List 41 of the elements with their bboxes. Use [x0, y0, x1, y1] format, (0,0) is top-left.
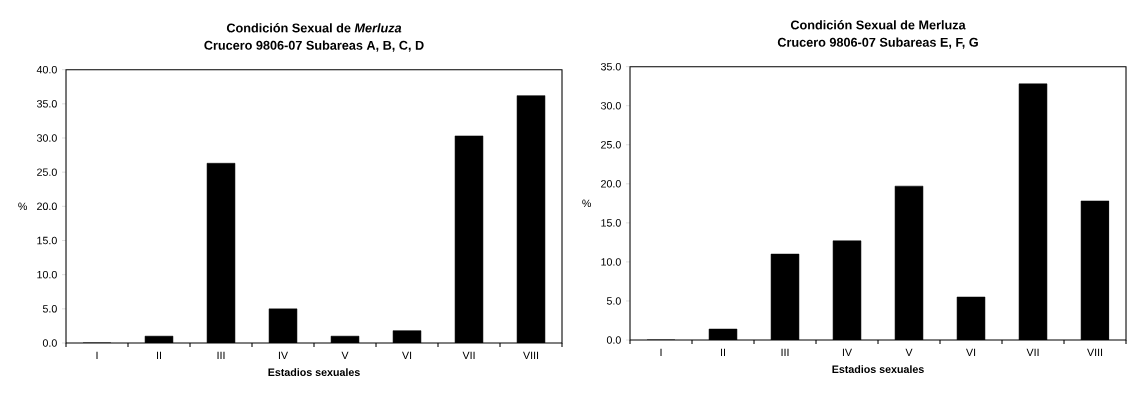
- y-tick-label: 5.0: [42, 305, 57, 313]
- x-tick-label: II: [157, 351, 161, 360]
- x-tick-label: VIII: [1087, 348, 1103, 357]
- x-tick-label: VII: [1026, 348, 1039, 357]
- chart-subtitle: Crucero 9806-07 Subareas E, F, G: [777, 37, 978, 49]
- y-tick-label: 40.0: [36, 65, 57, 74]
- x-tick-label: VI: [402, 351, 412, 360]
- x-tick-label: VIII: [523, 351, 539, 360]
- x-axis-title: Estadios sexuales: [268, 368, 360, 377]
- y-tick-label: 30.0: [600, 101, 621, 110]
- y-tick-label: 15.0: [37, 236, 57, 245]
- x-tick-label: II: [721, 348, 725, 357]
- y-tick-label: 25.0: [601, 140, 621, 149]
- y-tick-label: 15.0: [601, 219, 621, 227]
- x-tick-label: III: [781, 348, 789, 357]
- y-tick-label: 5.0: [606, 297, 621, 305]
- y-tick-label: 35.0: [600, 62, 621, 71]
- y-axis-title: %: [18, 202, 27, 211]
- x-tick-label: VI: [966, 348, 976, 357]
- y-tick-label: 30.0: [36, 134, 57, 142]
- x-tick-label: IV: [842, 348, 852, 357]
- x-tick-label: VII: [462, 351, 475, 360]
- y-tick-label: 0.0: [606, 336, 621, 344]
- y-axis-title: %: [582, 199, 591, 208]
- y-tick-label: 20.0: [37, 202, 57, 211]
- x-tick-label: I: [96, 351, 98, 360]
- x-tick-label: V: [905, 348, 913, 357]
- y-tick-label: 10.0: [37, 270, 57, 279]
- y-tick-label: 10.0: [601, 258, 621, 266]
- y-tick-label: 35.0: [36, 100, 57, 108]
- y-tick-label: 25.0: [37, 168, 57, 176]
- chart-subtitle: Crucero 9806-07 Subareas A, B, C, D: [204, 40, 424, 52]
- chart-title: Condición Sexual de Merluza: [226, 23, 402, 33]
- x-tick-label: IV: [278, 351, 288, 360]
- x-tick-label: I: [660, 348, 662, 357]
- chart-title: Condición Sexual de Merluza: [790, 20, 966, 30]
- y-tick-label: 0.0: [42, 339, 57, 347]
- x-axis-title: Estadios sexuales: [832, 365, 924, 374]
- x-tick-label: V: [341, 351, 349, 360]
- y-tick-label: 20.0: [601, 180, 621, 188]
- x-tick-label: III: [217, 351, 225, 360]
